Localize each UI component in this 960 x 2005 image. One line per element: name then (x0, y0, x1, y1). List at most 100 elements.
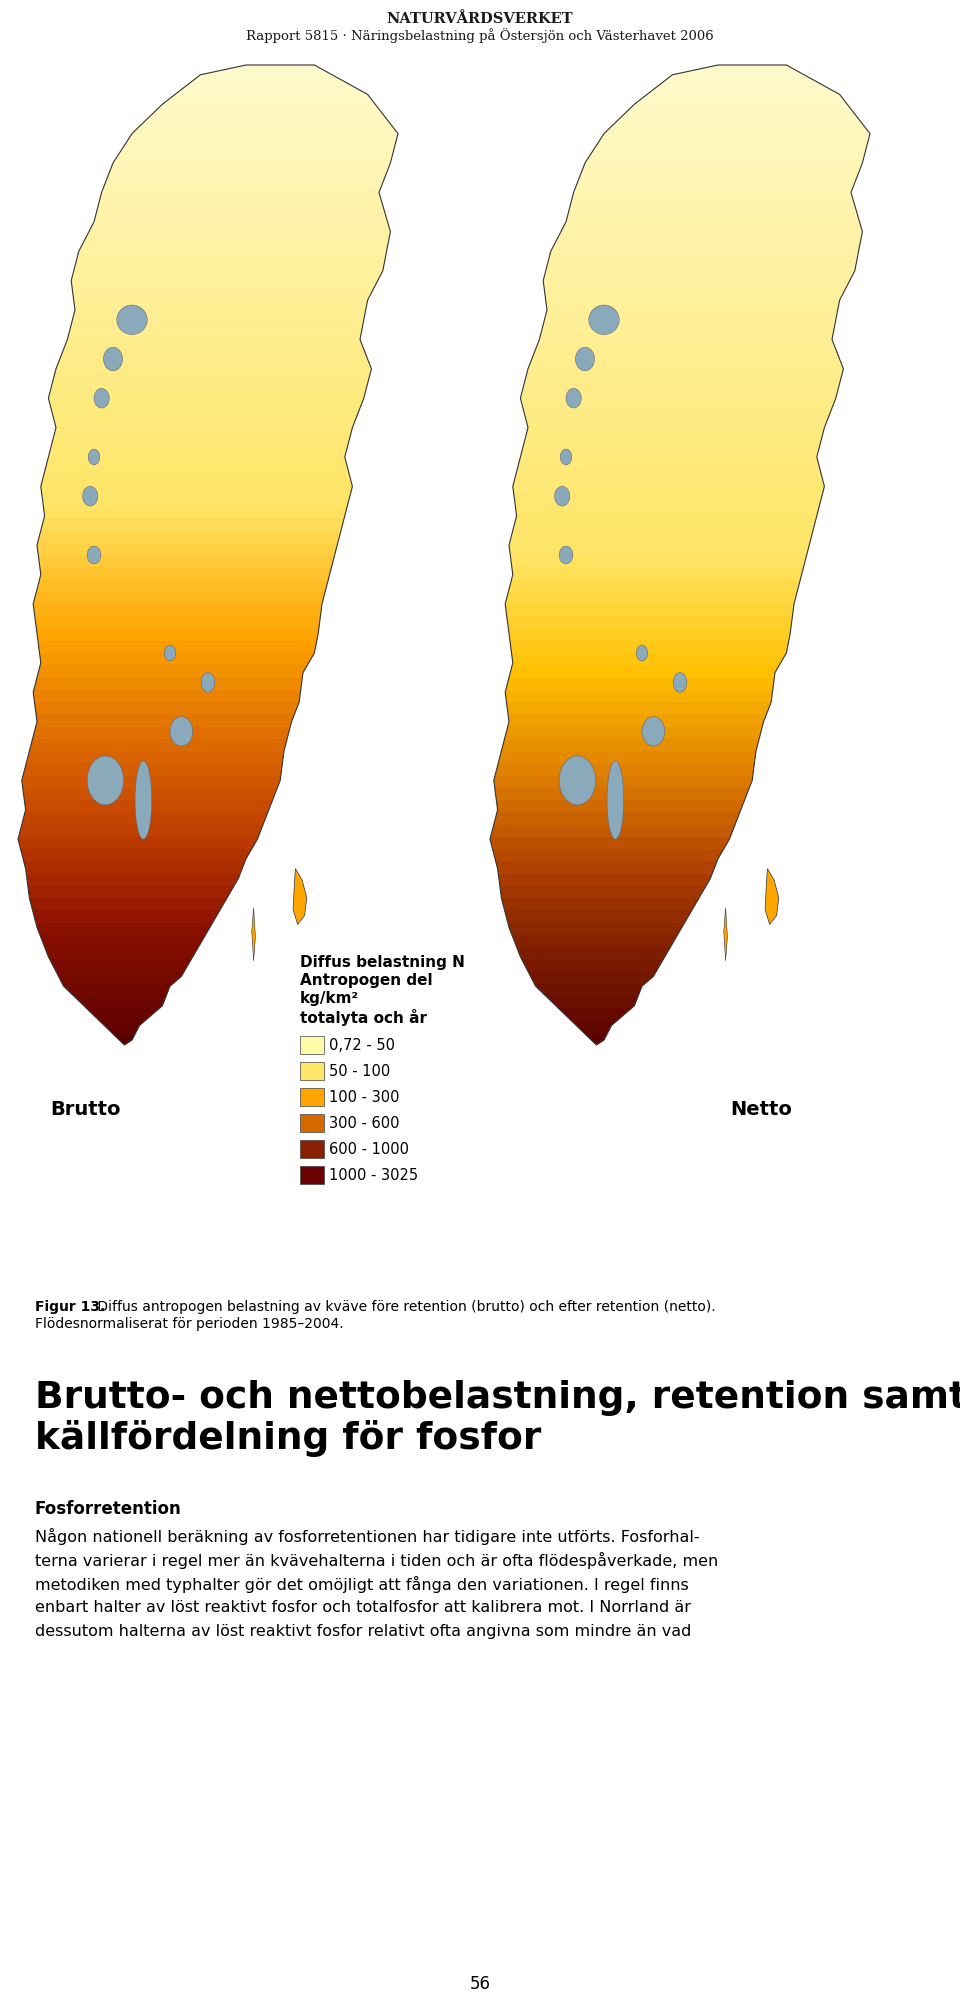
Bar (490, 836, 870, 848)
Ellipse shape (559, 545, 573, 563)
Bar (490, 567, 870, 579)
Bar (18, 311, 398, 323)
Bar (490, 591, 870, 604)
Bar (490, 493, 870, 505)
Bar (490, 433, 870, 445)
Bar (490, 726, 870, 738)
Bar (490, 347, 870, 359)
Bar (18, 174, 398, 188)
Ellipse shape (202, 672, 215, 692)
Bar (490, 273, 870, 285)
Bar (490, 517, 870, 531)
Bar (18, 714, 398, 726)
Ellipse shape (170, 716, 193, 746)
Text: källfördelning för fosfor: källfördelning för fosfor (35, 1420, 541, 1458)
Bar (18, 323, 398, 335)
Ellipse shape (588, 305, 619, 335)
Bar (490, 285, 870, 299)
Bar (490, 824, 870, 836)
Bar (18, 812, 398, 824)
Text: 0,72 - 50: 0,72 - 50 (329, 1037, 395, 1053)
Bar (18, 273, 398, 285)
Text: Rapport 5815 · Näringsbelastning på Östersjön och Västerhavet 2006: Rapport 5815 · Näringsbelastning på Öste… (246, 28, 714, 42)
Ellipse shape (566, 389, 581, 407)
Text: Diffus antropogen belastning av kväve före retention (brutto) och efter retentio: Diffus antropogen belastning av kväve fö… (93, 1299, 715, 1313)
Bar (18, 285, 398, 299)
Ellipse shape (642, 716, 664, 746)
Bar (490, 213, 870, 225)
Bar (18, 874, 398, 886)
Bar (490, 421, 870, 433)
Bar (490, 138, 870, 150)
Bar (490, 249, 870, 261)
Bar (490, 886, 870, 898)
Text: 56: 56 (469, 1975, 491, 1993)
Bar (490, 776, 870, 788)
Bar (490, 505, 870, 517)
Text: 50 - 100: 50 - 100 (329, 1063, 391, 1079)
Bar (490, 702, 870, 714)
Bar (18, 531, 398, 543)
Text: terna varierar i regel mer än kvävehalterna i tiden och är ofta flödespåverkade,: terna varierar i regel mer än kvävehalte… (35, 1552, 718, 1570)
Ellipse shape (607, 760, 624, 840)
Bar (18, 910, 398, 922)
Bar (18, 1021, 398, 1033)
Bar (490, 150, 870, 162)
Ellipse shape (135, 760, 152, 840)
Text: totalyta och år: totalyta och år (300, 1009, 427, 1027)
Bar (18, 162, 398, 174)
Bar (490, 738, 870, 752)
Bar (490, 174, 870, 188)
Bar (490, 874, 870, 886)
Bar (490, 1033, 870, 1045)
Bar (18, 738, 398, 752)
Bar (490, 788, 870, 800)
Bar (18, 616, 398, 628)
Polygon shape (724, 908, 728, 960)
Bar (18, 628, 398, 642)
Bar (490, 311, 870, 323)
Bar (490, 188, 870, 200)
Bar (300, 1141, 324, 1159)
Ellipse shape (575, 347, 594, 371)
Bar (490, 261, 870, 273)
Text: dessutom halterna av löst reaktivt fosfor relativt ofta angivna som mindre än va: dessutom halterna av löst reaktivt fosfo… (35, 1624, 691, 1638)
Bar (490, 200, 870, 213)
Bar (18, 150, 398, 162)
Text: enbart halter av löst reaktivt fosfor och totalfosfor att kalibrera mot. I Norrl: enbart halter av löst reaktivt fosfor oc… (35, 1600, 691, 1614)
Bar (18, 493, 398, 505)
Bar (18, 972, 398, 984)
Bar (18, 726, 398, 738)
Bar (18, 1033, 398, 1045)
Bar (490, 910, 870, 922)
Bar (490, 407, 870, 421)
Bar (18, 138, 398, 150)
Text: kg/km²: kg/km² (300, 990, 359, 1007)
Text: Brutto- och nettobelastning, retention samt: Brutto- och nettobelastning, retention s… (35, 1379, 960, 1416)
Polygon shape (293, 868, 307, 924)
Text: Flödesnormaliserat för perioden 1985–2004.: Flödesnormaliserat för perioden 1985–200… (35, 1317, 344, 1331)
Bar (18, 788, 398, 800)
Bar (300, 1063, 324, 1081)
Text: NATURVÅRDSVERKET: NATURVÅRDSVERKET (387, 12, 573, 26)
Bar (18, 347, 398, 359)
Bar (490, 114, 870, 126)
Bar (18, 421, 398, 433)
Bar (490, 678, 870, 690)
Bar (490, 323, 870, 335)
Bar (18, 836, 398, 848)
Text: Brutto: Brutto (50, 1101, 121, 1119)
Bar (300, 1115, 324, 1133)
Bar (490, 395, 870, 407)
Bar (18, 690, 398, 702)
Bar (490, 457, 870, 469)
Text: metodiken med typhalter gör det omöjligt att fånga den variationen. I regel finn: metodiken med typhalter gör det omöjligt… (35, 1576, 688, 1594)
Bar (490, 996, 870, 1009)
Bar (18, 678, 398, 690)
Bar (490, 616, 870, 628)
Bar (490, 972, 870, 984)
Bar (490, 922, 870, 934)
Bar (18, 299, 398, 311)
Bar (490, 1009, 870, 1021)
Bar (18, 371, 398, 383)
